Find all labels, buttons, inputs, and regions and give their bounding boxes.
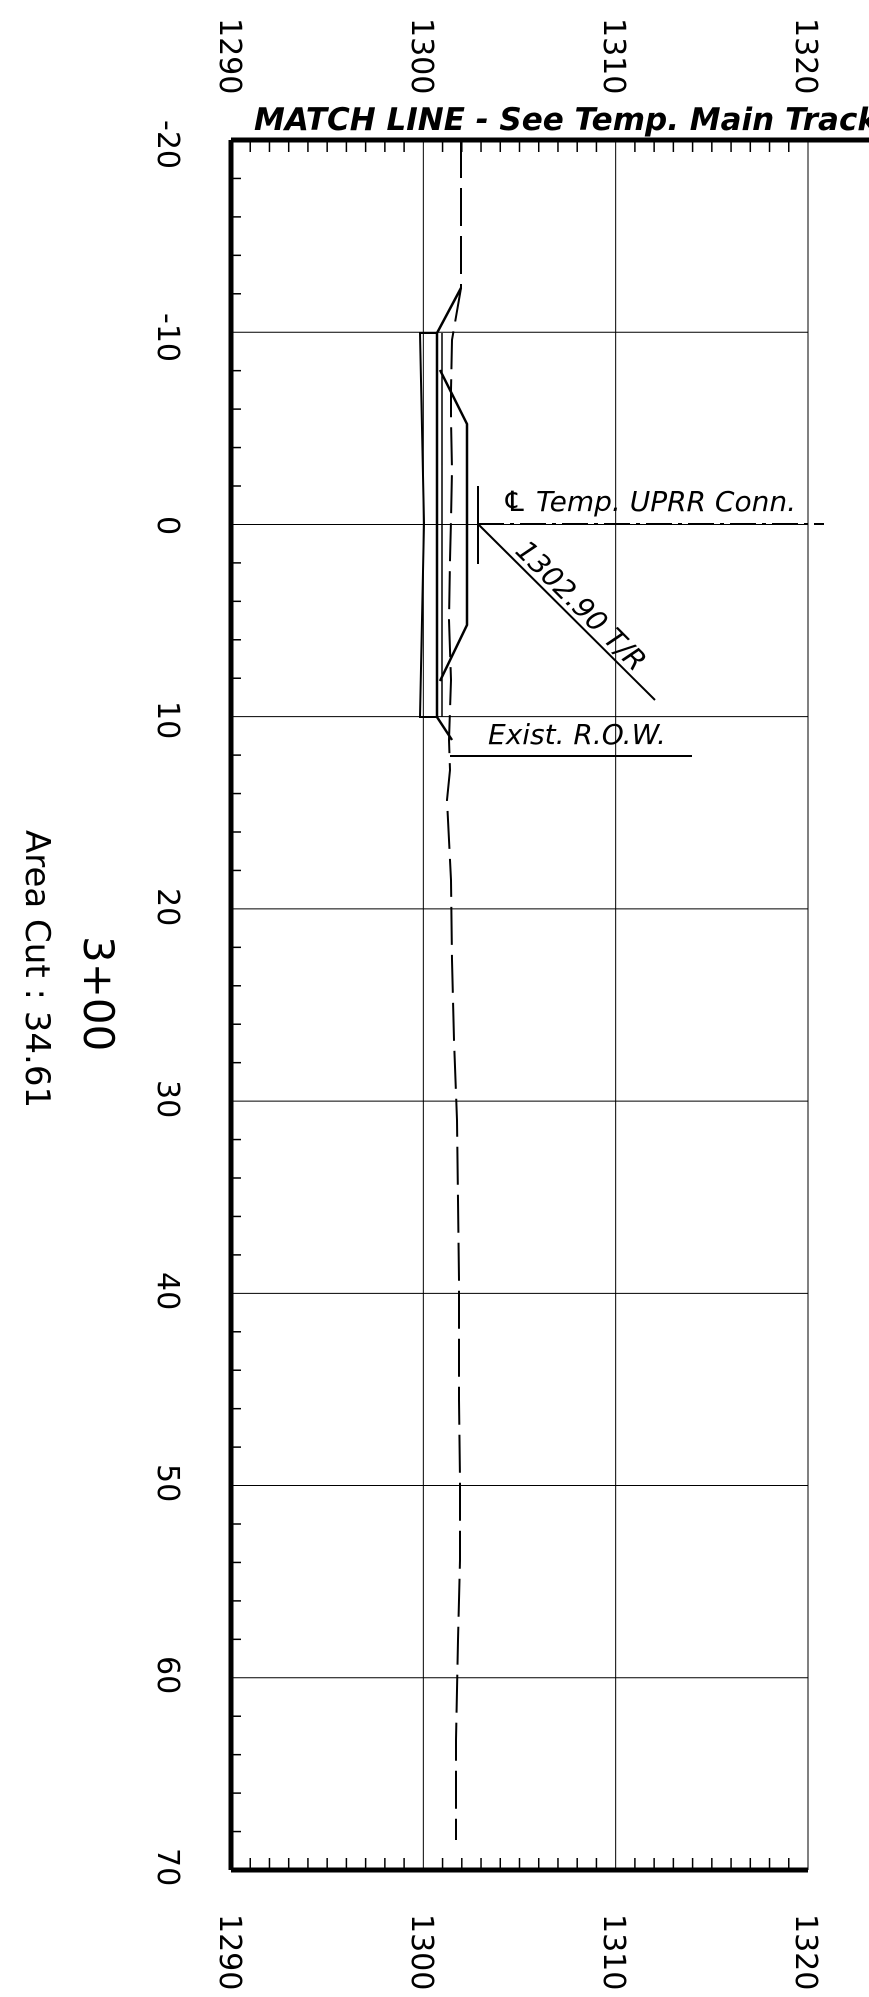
existing-ground-line: [445, 140, 462, 1840]
centerline-label: ℄ Temp. UPRR Conn.: [502, 485, 796, 518]
minor-ticks: [231, 140, 790, 1870]
offset-tick-50: 50: [150, 1464, 185, 1502]
offset-tick-10: 10: [150, 701, 185, 739]
elev-tick-top-1310: 1310: [596, 18, 631, 94]
match-line-label: MATCH LINE - See Temp. Main Track: [254, 102, 869, 138]
top-of-rail-label: 1302.90 T/R: [509, 534, 653, 678]
elev-tick-bottom-1290: 1290: [212, 1914, 247, 1990]
area-cut-label: Area Cut : 34.61: [17, 830, 57, 1108]
top-of-rail-leader: [477, 523, 656, 701]
station-label: 3+00: [74, 936, 123, 1051]
offset-tick-40: 40: [150, 1272, 185, 1310]
grid-lines: [231, 140, 809, 1870]
subgrade-box: [418, 332, 437, 718]
offset-tick-30: 30: [150, 1080, 185, 1118]
row-label: Exist. R.O.W.: [488, 718, 666, 751]
offset-tick-70: 70: [150, 1848, 185, 1886]
elev-tick-top-1300: 1300: [404, 18, 439, 94]
offset-tick-60: 60: [150, 1656, 185, 1694]
elev-tick-bottom-1300: 1300: [404, 1914, 439, 1990]
elev-tick-top-1290: 1290: [212, 18, 247, 94]
offset-tick-0: 0: [150, 516, 185, 535]
offset-tick-neg20: -20: [150, 120, 185, 169]
track-section: [438, 369, 469, 682]
elev-tick-top-1320: 1320: [788, 18, 823, 94]
offset-tick-neg10: -10: [150, 313, 185, 362]
elev-tick-bottom-1310: 1310: [596, 1914, 631, 1990]
elev-tick-bottom-1320: 1320: [788, 1914, 823, 1990]
ballast-outline: [435, 287, 463, 741]
offset-tick-20: 20: [150, 888, 185, 926]
